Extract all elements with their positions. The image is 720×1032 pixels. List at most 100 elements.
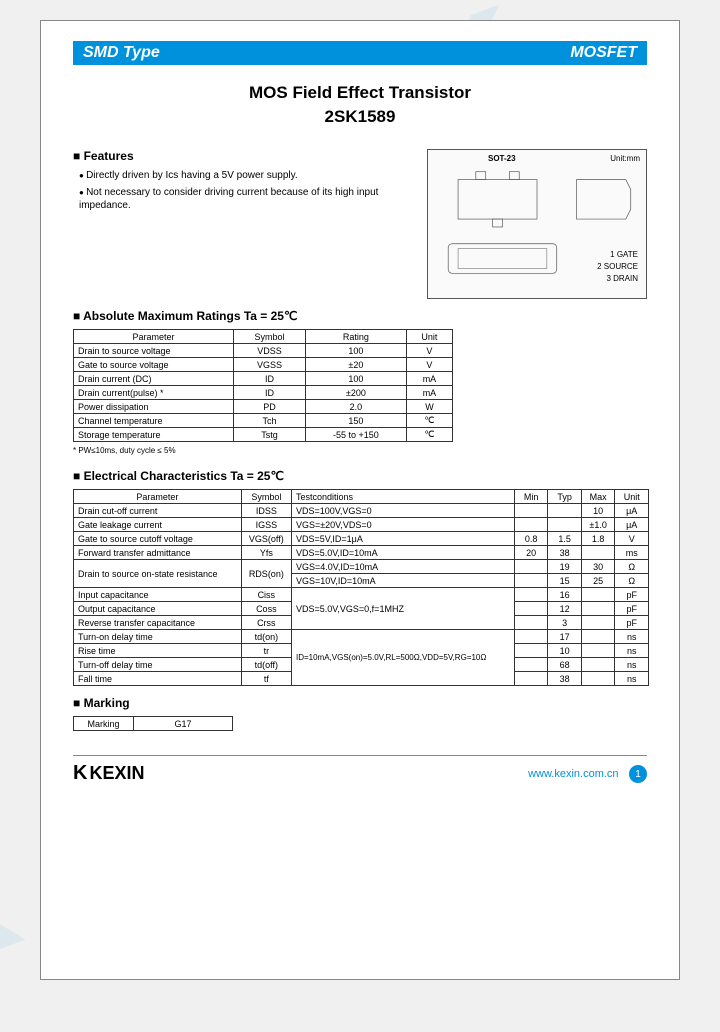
cell: Drain current (DC)	[74, 372, 234, 386]
cell	[514, 504, 548, 518]
cell: Yfs	[241, 546, 291, 560]
col-header: Typ	[548, 490, 582, 504]
pin-label: 3 DRAIN	[606, 274, 638, 283]
param-cell: Fall time	[74, 672, 242, 686]
cell: 0.8	[514, 532, 548, 546]
col-header: Parameter	[74, 490, 242, 504]
brand-text: KEXIN	[89, 763, 144, 784]
feature-item: Not necessary to consider driving curren…	[79, 186, 415, 213]
cell	[581, 588, 615, 602]
cell: VDSS	[234, 344, 306, 358]
cell: Ω	[615, 574, 649, 588]
cell	[514, 658, 548, 672]
brand-logo: K KEXIN	[73, 762, 144, 785]
col-header: Parameter	[74, 330, 234, 344]
cell: ℃	[406, 428, 452, 442]
features-heading: Features	[73, 149, 415, 163]
cell: 3	[548, 616, 582, 630]
cell: Forward transfer admittance	[74, 546, 242, 560]
cell: 25	[581, 574, 615, 588]
cell: ns	[615, 658, 649, 672]
cell: Drain current(pulse) *	[74, 386, 234, 400]
cell	[581, 616, 615, 630]
symbol-cell: td(off)	[241, 658, 291, 672]
logo-icon: K	[73, 762, 87, 785]
param-cell: Turn-off delay time	[74, 658, 242, 672]
document-title: MOS Field Effect Transistor	[73, 83, 647, 103]
cell: IGSS	[241, 518, 291, 532]
feature-item: Directly driven by Ics having a 5V power…	[79, 169, 415, 183]
cell: 38	[548, 546, 582, 560]
cell: VGS(off)	[241, 532, 291, 546]
elec-table: Parameter Symbol Testconditions Min Typ …	[73, 489, 649, 686]
cell: W	[406, 400, 452, 414]
col-header: Min	[514, 490, 548, 504]
cond-cell: ID=10mA,VGS(on)=5.0V,RL=500Ω,VDD=5V,RG=1…	[291, 630, 514, 686]
col-header: Testconditions	[291, 490, 514, 504]
cell: ±1.0	[581, 518, 615, 532]
cell: VDS=5.0V,ID=10mA	[291, 546, 514, 560]
header-right: MOSFET	[570, 44, 637, 62]
param-cell: Input capacitance	[74, 588, 242, 602]
param-cell: Output capacitance	[74, 602, 242, 616]
cell: Channel temperature	[74, 414, 234, 428]
cell	[581, 546, 615, 560]
cell: V	[406, 358, 452, 372]
cell: ±20	[305, 358, 406, 372]
datasheet-page: SMD Type MOSFET MOS Field Effect Transis…	[40, 20, 680, 980]
cell: 1.8	[581, 532, 615, 546]
symbol-cell: Crss	[241, 616, 291, 630]
header-left: SMD Type	[83, 44, 160, 62]
symbol-cell: RDS(on)	[241, 560, 291, 588]
cell: pF	[615, 602, 649, 616]
cell	[581, 644, 615, 658]
cell	[514, 574, 548, 588]
abs-max-heading: Absolute Maximum Ratings Ta = 25℃	[73, 309, 647, 323]
part-number: 2SK1589	[73, 107, 647, 127]
symbol-cell: tr	[241, 644, 291, 658]
cell	[581, 630, 615, 644]
cell: 100	[305, 372, 406, 386]
col-header: Max	[581, 490, 615, 504]
cell: Gate to source voltage	[74, 358, 234, 372]
cell: ns	[615, 644, 649, 658]
param-cell: Rise time	[74, 644, 242, 658]
cell: 68	[548, 658, 582, 672]
cell: Tch	[234, 414, 306, 428]
symbol-cell: tf	[241, 672, 291, 686]
features-section: Features Directly driven by Ics having a…	[73, 149, 415, 299]
cell	[514, 616, 548, 630]
cell: pF	[615, 588, 649, 602]
cell: VGSS	[234, 358, 306, 372]
page-footer: K KEXIN www.kexin.com.cn 1	[73, 755, 647, 785]
cell	[514, 518, 548, 532]
cell: Power dissipation	[74, 400, 234, 414]
cell: Drain to source voltage	[74, 344, 234, 358]
cell	[514, 644, 548, 658]
pin-label: 1 GATE	[610, 250, 638, 259]
symbol-cell: Coss	[241, 602, 291, 616]
marking-table: Marking G17	[73, 716, 233, 731]
marking-value: G17	[134, 717, 233, 731]
cell	[548, 504, 582, 518]
symbol-cell: Ciss	[241, 588, 291, 602]
cell: mA	[406, 372, 452, 386]
symbol-cell: td(on)	[241, 630, 291, 644]
col-header: Unit	[615, 490, 649, 504]
cell: 15	[548, 574, 582, 588]
cell: 19	[548, 560, 582, 574]
cell: ID	[234, 386, 306, 400]
param-cell: Drain to source on-state resistance	[74, 560, 242, 588]
elec-heading: Electrical Characteristics Ta = 25℃	[73, 469, 647, 483]
cell	[514, 602, 548, 616]
cond-cell: VGS=10V,ID=10mA	[291, 574, 514, 588]
cell	[581, 658, 615, 672]
cell: ±200	[305, 386, 406, 400]
cell: 30	[581, 560, 615, 574]
cell: ms	[615, 546, 649, 560]
col-header: Rating	[305, 330, 406, 344]
param-cell: Reverse transfer capacitance	[74, 616, 242, 630]
cell: 2.0	[305, 400, 406, 414]
cell: PD	[234, 400, 306, 414]
cell: 10	[581, 504, 615, 518]
